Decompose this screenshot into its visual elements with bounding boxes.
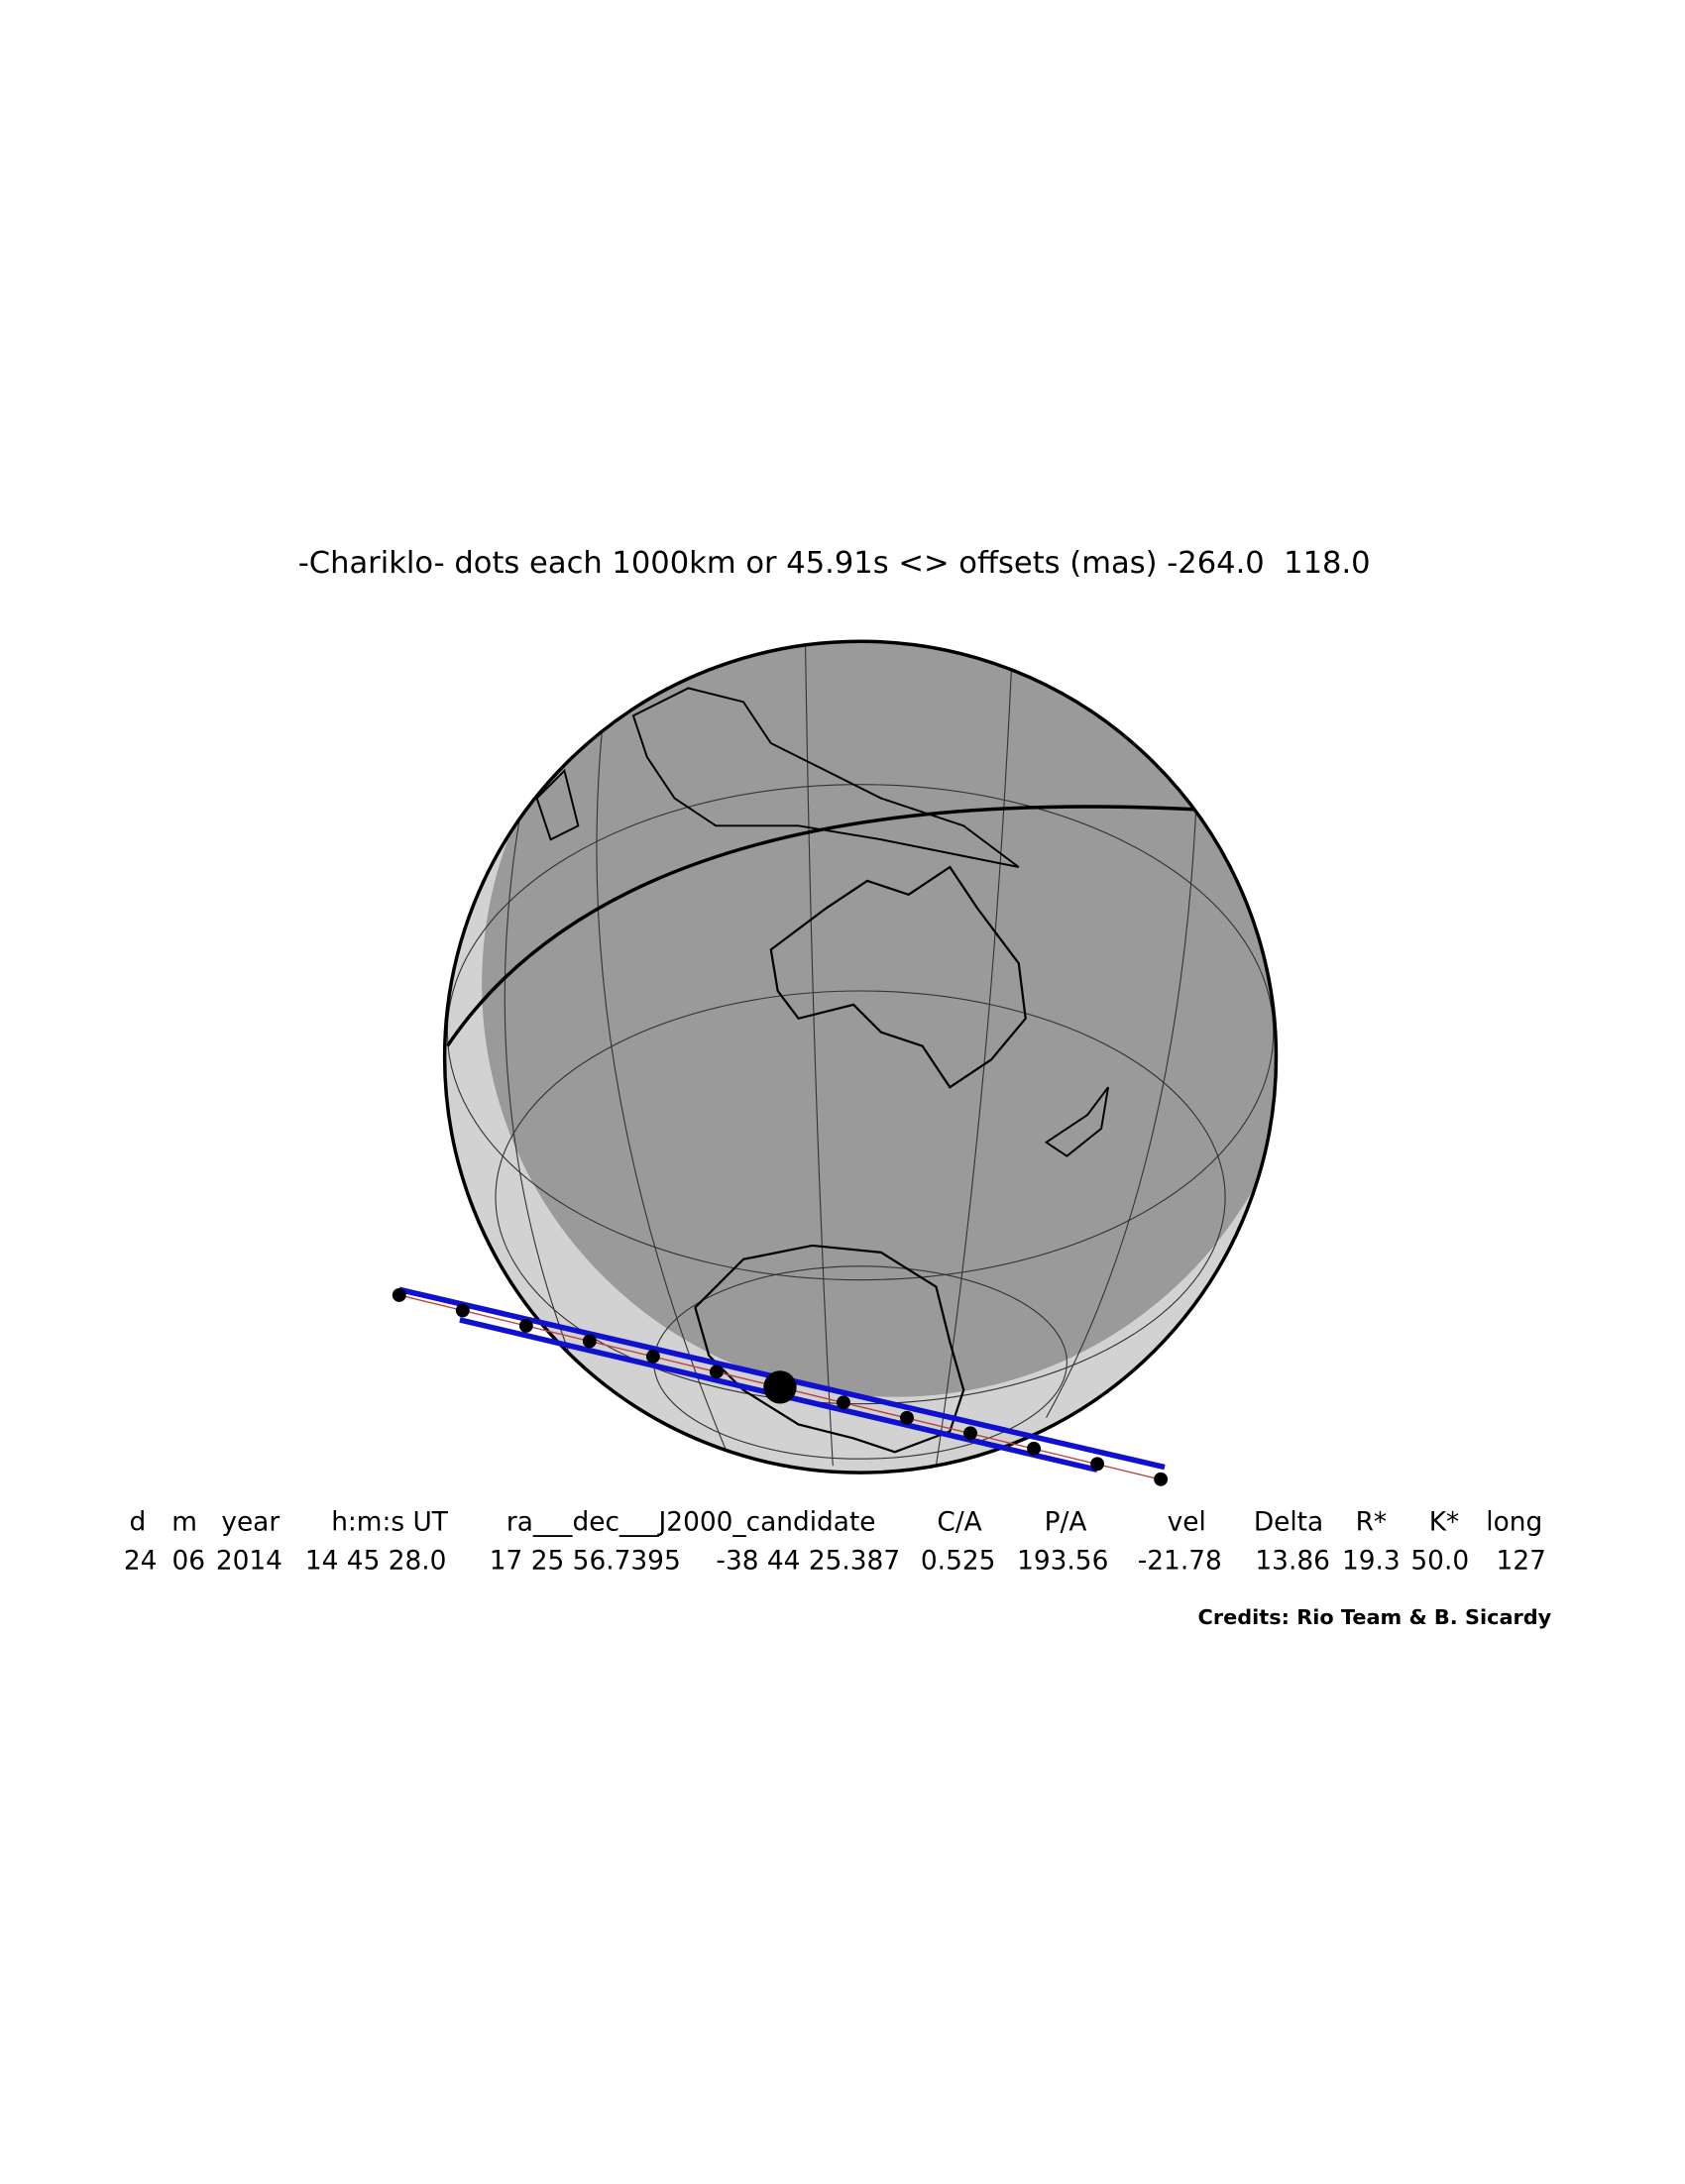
table-header: P/A [1045,1507,1087,1537]
table-header: R* [1356,1507,1388,1537]
table-header: long [1486,1507,1542,1537]
path-dot [709,1365,724,1379]
central-dot [763,1370,797,1404]
table-value: 17 25 56.7395 [490,1546,681,1576]
credits: Credits: Rio Team & B. Sicardy [1198,1605,1552,1629]
event-table: d m year h:m:s UT ra___dec___J2000_candidate… [124,1507,1546,1576]
table-header: d [130,1507,147,1537]
night-side [482,641,1277,1397]
path-dot [455,1303,470,1318]
table-header: vel [1168,1507,1206,1537]
table-value: 24 [124,1546,158,1576]
table-value: 50.0 [1410,1546,1469,1576]
path-dot [518,1318,533,1333]
path-dot [963,1426,977,1441]
australia [769,865,1027,1089]
antarctica [694,1244,965,1454]
table-value: -38 44 25.387 [716,1546,900,1576]
globe [442,639,1279,1474]
table-value: -21.78 [1138,1546,1222,1576]
path-dot [582,1334,597,1349]
table-header: h:m:s UT [331,1507,449,1537]
path-dot [900,1410,914,1425]
table-header: ra___dec___J2000_candidate [506,1507,876,1537]
table-header: year [221,1507,280,1537]
table-header: K* [1429,1507,1459,1537]
table-value: 127 [1497,1546,1546,1576]
table-value: 14 45 28.0 [305,1546,447,1576]
path-dot [392,1288,406,1302]
table-value: 06 [171,1546,205,1576]
path-dot [1154,1472,1169,1486]
table-value: 193.56 [1017,1546,1108,1576]
path-dot [645,1349,660,1364]
table-header: C/A [937,1507,981,1537]
path-dot [1027,1441,1041,1456]
table-value: 2014 [216,1546,282,1576]
shadow-path [392,1286,1169,1486]
table-header: Delta [1254,1507,1323,1537]
table-value: 13.86 [1255,1546,1330,1576]
table-header: m [171,1507,197,1537]
table-value: 19.3 [1342,1546,1401,1576]
path-dot [1090,1457,1105,1472]
table-value: 0.525 [921,1546,996,1576]
path-dot [837,1395,850,1410]
map-title: -Chariklo- dots each 1000km or 45.91s <>… [298,546,1371,581]
